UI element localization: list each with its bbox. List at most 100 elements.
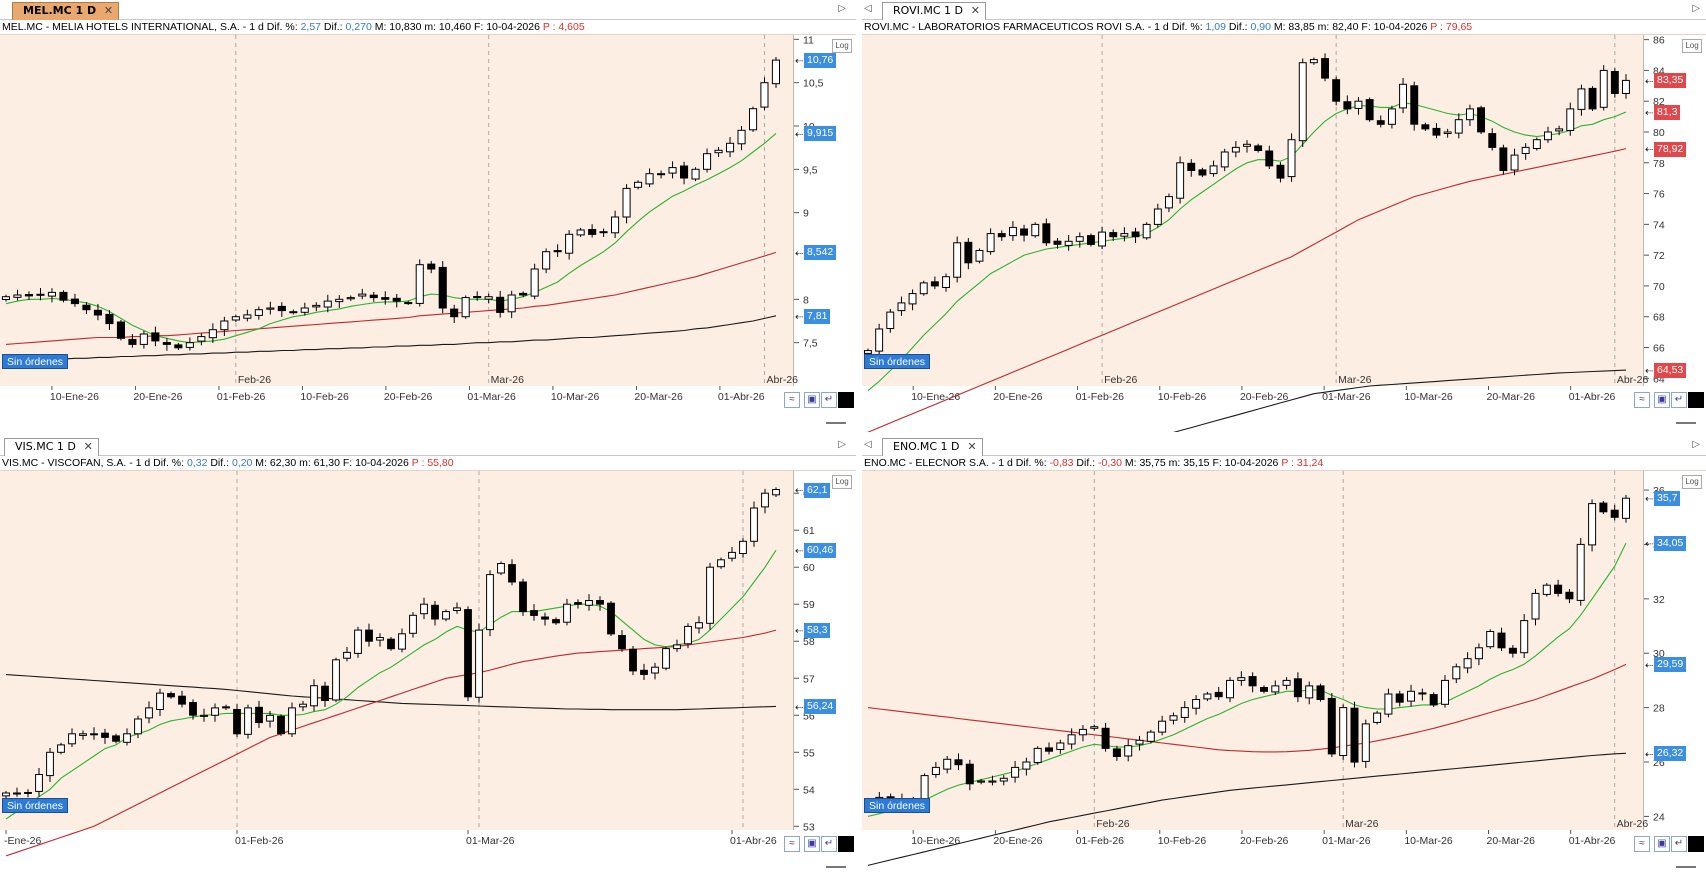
- candle[interactable]: [415, 259, 424, 307]
- chart-tab[interactable]: ENO.MC 1 D ✕: [882, 438, 983, 456]
- candle[interactable]: [1321, 53, 1330, 82]
- candle[interactable]: [409, 612, 417, 638]
- candle[interactable]: [1488, 128, 1497, 151]
- candle[interactable]: [1350, 701, 1359, 768]
- candle[interactable]: [464, 606, 472, 702]
- candle[interactable]: [101, 728, 109, 744]
- candle[interactable]: [760, 77, 769, 111]
- price-axis[interactable]: [794, 35, 856, 386]
- candle[interactable]: [1365, 97, 1374, 122]
- candle[interactable]: [1486, 629, 1495, 649]
- candle[interactable]: [645, 168, 654, 188]
- candle[interactable]: [1226, 677, 1234, 703]
- time-axis[interactable]: [0, 386, 794, 432]
- candle[interactable]: [1343, 95, 1352, 115]
- candle[interactable]: [750, 501, 758, 547]
- candle[interactable]: [354, 626, 362, 658]
- candle[interactable]: [404, 300, 413, 305]
- candle[interactable]: [717, 557, 725, 569]
- candle[interactable]: [1220, 148, 1229, 172]
- candle[interactable]: [299, 700, 307, 712]
- candle[interactable]: [70, 293, 80, 307]
- candle[interactable]: [1271, 680, 1280, 696]
- candle[interactable]: [761, 488, 769, 514]
- candle[interactable]: [1477, 105, 1485, 135]
- candle[interactable]: [1254, 143, 1263, 153]
- candle[interactable]: [79, 730, 87, 740]
- candle[interactable]: [1087, 233, 1095, 247]
- candle[interactable]: [255, 700, 263, 729]
- candle[interactable]: [1521, 143, 1530, 160]
- candle[interactable]: [222, 704, 230, 711]
- candle[interactable]: [289, 309, 298, 315]
- orders-status-label[interactable]: Sin órdenes: [864, 354, 931, 369]
- candle[interactable]: [185, 337, 194, 351]
- candle[interactable]: [1410, 81, 1419, 131]
- candle[interactable]: [1198, 167, 1207, 178]
- scroll-indicator[interactable]: [1676, 422, 1696, 424]
- candle[interactable]: [59, 290, 68, 303]
- save-icon[interactable]: ▣: [804, 392, 820, 408]
- scroll-indicator[interactable]: [826, 866, 846, 868]
- scroll-indicator[interactable]: [826, 422, 846, 424]
- candle[interactable]: [596, 596, 604, 611]
- candle[interactable]: [622, 184, 631, 224]
- price-axis[interactable]: [1644, 471, 1706, 830]
- candle[interactable]: [1056, 739, 1065, 754]
- candle[interactable]: [461, 295, 470, 319]
- candle[interactable]: [473, 291, 482, 301]
- log-scale-toggle[interactable]: Log: [1682, 475, 1702, 489]
- candle[interactable]: [1265, 145, 1274, 170]
- candle[interactable]: [1399, 77, 1407, 114]
- candle[interactable]: [634, 180, 643, 190]
- candle[interactable]: [369, 292, 378, 302]
- save-icon[interactable]: ▣: [804, 836, 820, 852]
- candle[interactable]: [611, 210, 620, 239]
- candle[interactable]: [116, 319, 126, 341]
- candle[interactable]: [310, 679, 318, 712]
- candle[interactable]: [1373, 710, 1382, 725]
- candle[interactable]: [1158, 715, 1167, 736]
- candle[interactable]: [300, 302, 309, 316]
- color-swatch-icon[interactable]: [1688, 836, 1704, 852]
- candle[interactable]: [1135, 735, 1144, 751]
- candle[interactable]: [1421, 122, 1430, 132]
- candle[interactable]: [332, 657, 340, 703]
- log-scale-toggle[interactable]: Log: [1682, 39, 1702, 53]
- candle[interactable]: [1376, 115, 1385, 128]
- chart-tab[interactable]: MEL.MC 1 D ✕: [12, 2, 120, 20]
- plot-area[interactable]: [0, 35, 794, 386]
- candle[interactable]: [1565, 589, 1574, 604]
- candle[interactable]: [1339, 704, 1348, 760]
- time-axis[interactable]: [862, 830, 1644, 876]
- plot-area[interactable]: [862, 35, 1644, 386]
- candle[interactable]: [542, 248, 551, 274]
- candle[interactable]: [277, 302, 286, 317]
- candle[interactable]: [496, 290, 505, 318]
- candle[interactable]: [1497, 627, 1506, 652]
- candle[interactable]: [35, 768, 43, 797]
- candle[interactable]: [254, 306, 263, 320]
- candle[interactable]: [189, 699, 197, 720]
- candle[interactable]: [1124, 739, 1133, 762]
- candle[interactable]: [68, 728, 76, 748]
- candle[interactable]: [703, 148, 712, 173]
- candle[interactable]: [156, 688, 164, 716]
- candle[interactable]: [1316, 683, 1325, 702]
- candle[interactable]: [1499, 144, 1508, 175]
- candle[interactable]: [728, 547, 736, 562]
- expand-icon[interactable]: ↵: [1671, 836, 1687, 852]
- candle[interactable]: [1361, 719, 1370, 768]
- candle[interactable]: [714, 147, 723, 157]
- scroll-right-icon[interactable]: ▷: [838, 3, 846, 14]
- candle[interactable]: [1176, 156, 1185, 204]
- log-scale-toggle[interactable]: Log: [832, 39, 852, 53]
- candle[interactable]: [1022, 757, 1031, 776]
- candle[interactable]: [1120, 227, 1129, 242]
- candle[interactable]: [105, 310, 114, 330]
- candle[interactable]: [585, 594, 593, 611]
- candle[interactable]: [392, 294, 401, 308]
- candle[interactable]: [335, 295, 344, 308]
- candle[interactable]: [427, 260, 436, 274]
- candle[interactable]: [358, 288, 367, 300]
